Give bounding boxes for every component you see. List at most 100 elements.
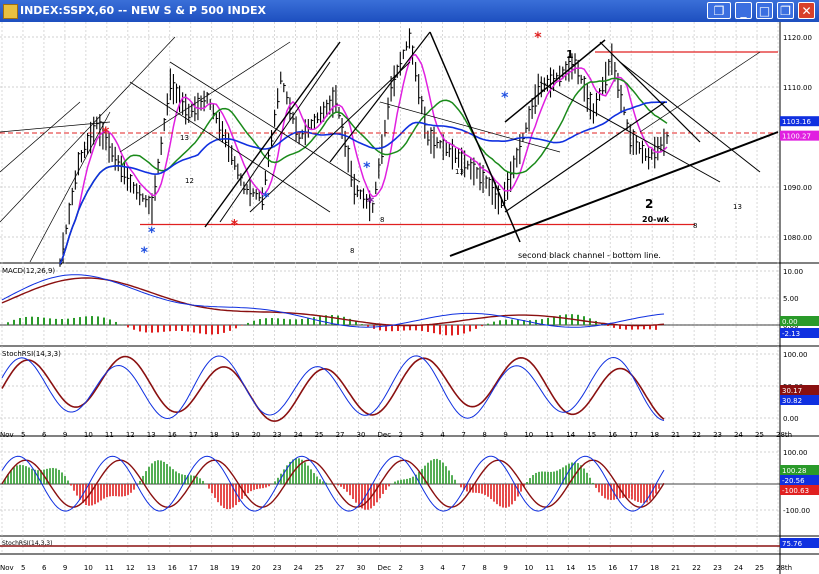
stochrsi-panel: StochRSI(14,3,3) <box>1 350 665 422</box>
oscillator-axis-tick: -100.00 <box>783 507 810 515</box>
stochrsi-value-label: 30.17 <box>782 387 802 395</box>
ma-magenta-line <box>59 53 668 265</box>
macd-value-box <box>780 316 819 326</box>
trend-line <box>129 81 331 213</box>
chart-annotation: 8 <box>380 216 384 224</box>
stochrsi-fast-line <box>1 355 665 421</box>
price-label-box <box>780 116 819 127</box>
macd-axis-tick: 5.00 <box>783 295 799 303</box>
x-axis-day-label-bottom: 13 <box>147 564 156 572</box>
stochrsi-value-label: 30.82 <box>782 397 802 405</box>
maximize-icon[interactable]: □ <box>756 2 773 19</box>
x-axis-day-label: 30 <box>357 431 366 439</box>
trend-line <box>504 39 606 123</box>
trend-line <box>619 61 761 173</box>
trend-line <box>504 101 666 213</box>
x-axis-day-label: 4 <box>440 431 445 439</box>
oscillator-value-box <box>780 485 819 495</box>
x-axis-day-label-bottom: 5 <box>21 564 25 572</box>
star-marker: * <box>363 160 371 176</box>
stochrsi-axis-tick: 0.00 <box>783 415 799 423</box>
chart-annotation: 8 <box>350 247 354 255</box>
x-axis-day-label: 7 <box>461 431 465 439</box>
trend-line <box>119 41 291 153</box>
star-marker: * <box>501 90 509 106</box>
close-icon[interactable]: ✕ <box>798 2 815 19</box>
x-axis-day-label-bottom: 18 <box>210 564 219 572</box>
oscillator-value-label: 100.28 <box>782 467 807 475</box>
x-axis-day-label: Nov <box>0 431 14 439</box>
trend-line <box>204 41 341 228</box>
x-axis-day-label-bottom: 15 <box>587 564 596 572</box>
x-axis-day-label-bottom: 23 <box>713 564 722 572</box>
x-axis-day-label-bottom: 11 <box>545 564 554 572</box>
x-axis-day-label-bottom: 12 <box>126 564 135 572</box>
window-title: INDEX:SSPX,60 -- NEW S & P 500 INDEX <box>20 4 266 17</box>
bottom-value-box <box>780 538 819 548</box>
x-axis-day-label-bottom: 6 <box>42 564 47 572</box>
x-axis-day-label: 2 <box>398 431 402 439</box>
x-axis-day-label: 5 <box>21 431 25 439</box>
minimize-icon[interactable]: _ <box>735 2 752 19</box>
price-axis-tick: 1120.00 <box>783 34 812 42</box>
macd-signal-line <box>1 277 665 327</box>
chart-annotation: 1 <box>566 48 574 61</box>
x-axis-day-label-bottom: 20 <box>252 564 261 572</box>
restore-icon[interactable]: ❐ <box>707 2 731 19</box>
x-axis-day-label-bottom: 24 <box>294 564 303 572</box>
oscillator-slow-line <box>1 459 665 508</box>
x-axis-day-label: 3 <box>419 431 423 439</box>
trend-line <box>449 131 779 257</box>
x-axis-day-label-bottom: 25 <box>315 564 324 572</box>
price-axis-tick: 1110.00 <box>783 84 812 92</box>
x-axis-day-label-bottom: 7 <box>461 564 465 572</box>
x-axis-day-label: 20 <box>252 431 261 439</box>
star-marker: * <box>141 245 149 261</box>
macd-title: MACD(12,26,9) <box>2 267 55 275</box>
x-axis-day-label-bottom: Dec <box>378 564 392 572</box>
star-marker: * <box>231 218 239 234</box>
x-axis-day-label-bottom: 3 <box>419 564 423 572</box>
x-axis-day-label-bottom: 18 <box>650 564 659 572</box>
price-label-box <box>780 130 819 141</box>
x-axis-day-label-bottom: 10 <box>524 564 533 572</box>
oscillator-panel <box>0 455 780 512</box>
x-axis-day-label: 15 <box>587 431 596 439</box>
x-axis-day-label: 10 <box>524 431 533 439</box>
stochrsi-axis-tick: 100.00 <box>783 351 808 359</box>
chart-annotation: 13 <box>733 203 742 211</box>
macd-value-label: 0.00 <box>782 318 798 326</box>
x-axis-day-label-bottom: 16 <box>168 564 177 572</box>
x-axis-day-label: 18 <box>650 431 659 439</box>
macd-line <box>1 274 665 328</box>
x-axis-day-label: 16 <box>608 431 617 439</box>
x-axis-day-label-bottom: 11 <box>105 564 114 572</box>
x-axis-day-label-bottom: 28th <box>776 564 792 572</box>
ma-green-line <box>59 77 668 265</box>
x-axis-day-label-bottom: 9 <box>63 564 67 572</box>
trend-line <box>0 36 176 223</box>
x-axis-day-label-bottom: 8 <box>482 564 486 572</box>
x-axis-day-label-bottom: 24 <box>734 564 743 572</box>
x-axis-day-label: 23 <box>713 431 722 439</box>
x-axis-day-label: 9 <box>503 431 507 439</box>
macd-axis-tick: 10.00 <box>783 268 803 276</box>
oscillator-fast-line <box>1 455 665 512</box>
trend-line <box>29 111 111 263</box>
x-axis-day-label: 18 <box>210 431 219 439</box>
chart-app-icon <box>3 4 18 19</box>
x-axis-day-label: 27 <box>336 431 345 439</box>
x-axis-day-label: 24 <box>734 431 743 439</box>
stochrsi-value-box <box>780 395 819 405</box>
x-axis-day-label-bottom: 22 <box>692 564 701 572</box>
chart-annotation: second black channel - bottom line. <box>518 251 661 260</box>
x-axis-day-label: 22 <box>692 431 701 439</box>
price-axis-tick: 1080.00 <box>783 234 812 242</box>
price-label: 1103.16 <box>782 118 811 126</box>
restore-window-icon[interactable]: ❐ <box>777 2 794 19</box>
x-axis-day-label: 17 <box>189 431 198 439</box>
trend-line <box>539 81 721 183</box>
x-axis-day-label-bottom: Nov <box>0 564 14 572</box>
x-axis-day-label-bottom: 19 <box>231 564 240 572</box>
